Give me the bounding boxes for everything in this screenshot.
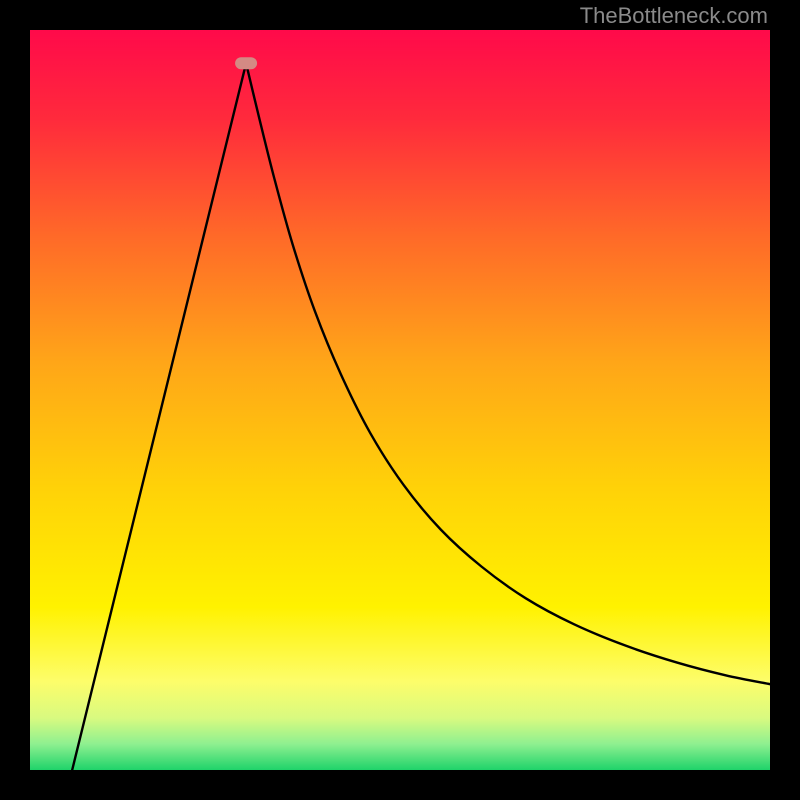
gradient-background xyxy=(30,30,770,770)
plot-svg xyxy=(30,30,770,770)
plot-area xyxy=(30,30,770,770)
minimum-marker xyxy=(235,57,257,69)
watermark-text: TheBottleneck.com xyxy=(580,3,768,29)
chart-frame: TheBottleneck.com xyxy=(0,0,800,800)
